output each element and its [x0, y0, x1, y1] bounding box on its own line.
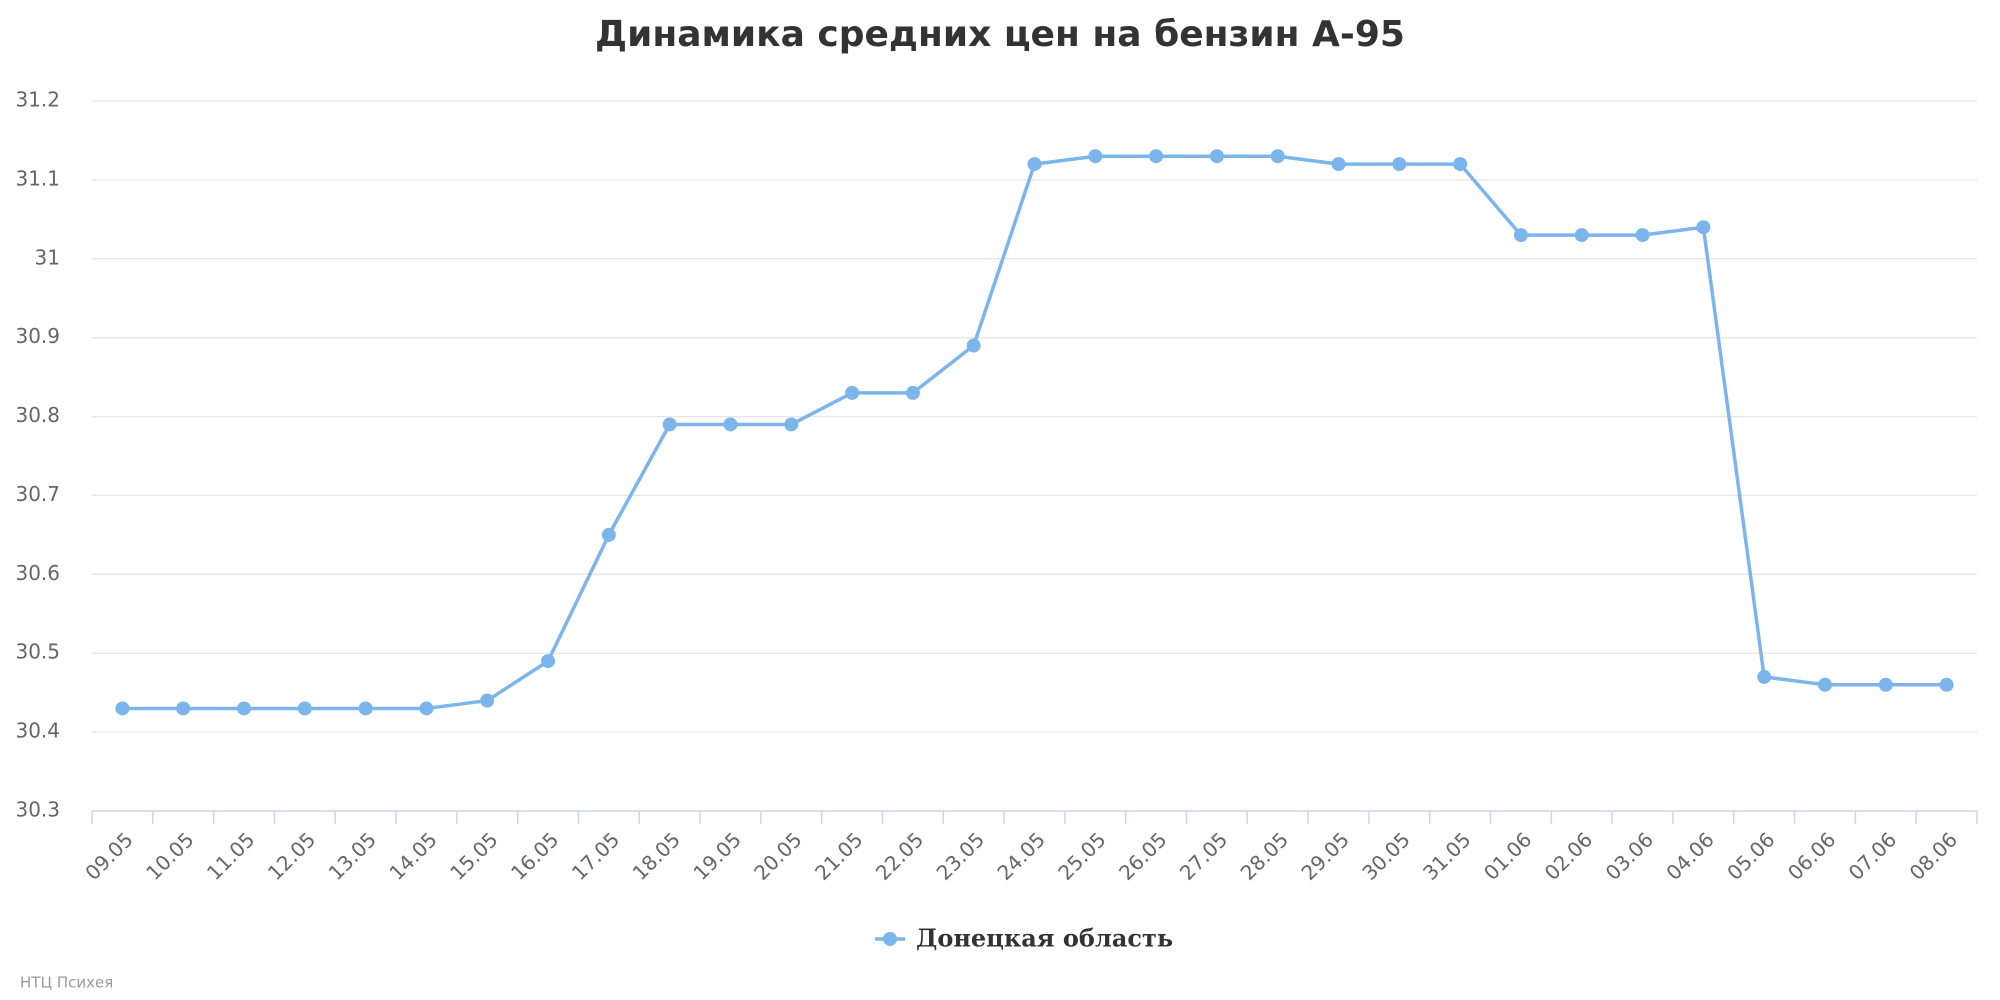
data-point [1209, 149, 1224, 164]
x-tick-label: 26.05 [1114, 827, 1171, 884]
data-point [1817, 677, 1832, 692]
data-point [1696, 220, 1711, 235]
data-point [237, 701, 252, 716]
x-tick-label: 10.05 [141, 827, 198, 884]
chart-title: Динамика средних цен на бензин А-95 [595, 14, 1405, 55]
data-point [905, 385, 920, 400]
x-tick-label: 17.05 [567, 827, 624, 884]
x-tick-label: 28.05 [1236, 827, 1293, 884]
data-point [297, 701, 312, 716]
x-tick-label: 16.05 [506, 827, 563, 884]
x-tick-label: 02.06 [1540, 827, 1597, 884]
data-point [1574, 228, 1589, 243]
credit: НТЦ Психея [20, 974, 113, 992]
x-tick-label: 01.06 [1479, 827, 1536, 884]
x-tick-label: 08.06 [1905, 827, 1962, 884]
legend-label: Донецкая область [916, 924, 1173, 953]
data-point [1513, 228, 1528, 243]
x-tick-label: 25.05 [1053, 827, 1110, 884]
data-point [1878, 677, 1893, 692]
x-tick-label: 18.05 [628, 827, 685, 884]
x-tick-label: 19.05 [688, 827, 745, 884]
y-tick-label: 31.1 [15, 166, 60, 190]
y-tick-label: 30.9 [15, 324, 60, 348]
data-point [784, 417, 799, 432]
y-tick-label: 30.5 [15, 640, 60, 664]
y-tick-label: 30.4 [15, 719, 60, 743]
y-tick-label: 31.2 [15, 88, 60, 112]
x-tick-label: 27.05 [1175, 827, 1232, 884]
data-point [601, 527, 616, 542]
data-point [358, 701, 373, 716]
legend-item[interactable]: Донецкая область [875, 924, 1173, 953]
data-point [1149, 149, 1164, 164]
data-point [723, 417, 738, 432]
y-tick-label: 30.6 [15, 561, 60, 585]
data-point [966, 338, 981, 353]
data-point [480, 693, 495, 708]
data-point [1331, 157, 1346, 172]
x-tick-label: 21.05 [810, 827, 867, 884]
x-tick-label: 04.06 [1661, 827, 1718, 884]
x-tick-label: 03.06 [1601, 827, 1658, 884]
x-tick-label: 07.06 [1844, 827, 1901, 884]
x-tick-label: 14.05 [384, 827, 441, 884]
x-tick-label: 05.06 [1722, 827, 1779, 884]
y-tick-label: 31 [35, 245, 60, 269]
x-tick-label: 11.05 [202, 827, 259, 884]
data-point [1088, 149, 1103, 164]
data-point [1757, 669, 1772, 684]
data-point [541, 654, 556, 669]
data-point [419, 701, 434, 716]
x-tick-label: 29.05 [1296, 827, 1353, 884]
data-point [1635, 228, 1650, 243]
series-line [122, 154, 1947, 711]
x-tick-label: 23.05 [932, 827, 989, 884]
x-tick-label: 20.05 [749, 827, 806, 884]
data-point [1027, 157, 1042, 172]
x-tick-label: 13.05 [324, 827, 381, 884]
x-tick-label: 22.05 [871, 827, 928, 884]
data-point [1270, 149, 1285, 164]
data-point [1453, 157, 1468, 172]
data-point [115, 701, 130, 716]
data-point [176, 701, 191, 716]
x-tick-label: 12.05 [263, 827, 320, 884]
data-point [845, 385, 860, 400]
y-tick-label: 30.3 [15, 798, 60, 822]
x-tick-label: 30.05 [1357, 827, 1414, 884]
x-tick-label: 31.05 [1418, 827, 1475, 884]
x-tick-label: 09.05 [80, 827, 137, 884]
data-point [662, 417, 677, 432]
x-tick-label: 06.06 [1783, 827, 1840, 884]
y-tick-label: 30.8 [15, 403, 60, 427]
x-tick-label: 24.05 [992, 827, 1049, 884]
x-tick-label: 15.05 [445, 827, 502, 884]
y-tick-label: 30.7 [15, 482, 60, 506]
data-point [1939, 677, 1954, 692]
legend-marker [883, 932, 897, 946]
data-point [1392, 157, 1407, 172]
